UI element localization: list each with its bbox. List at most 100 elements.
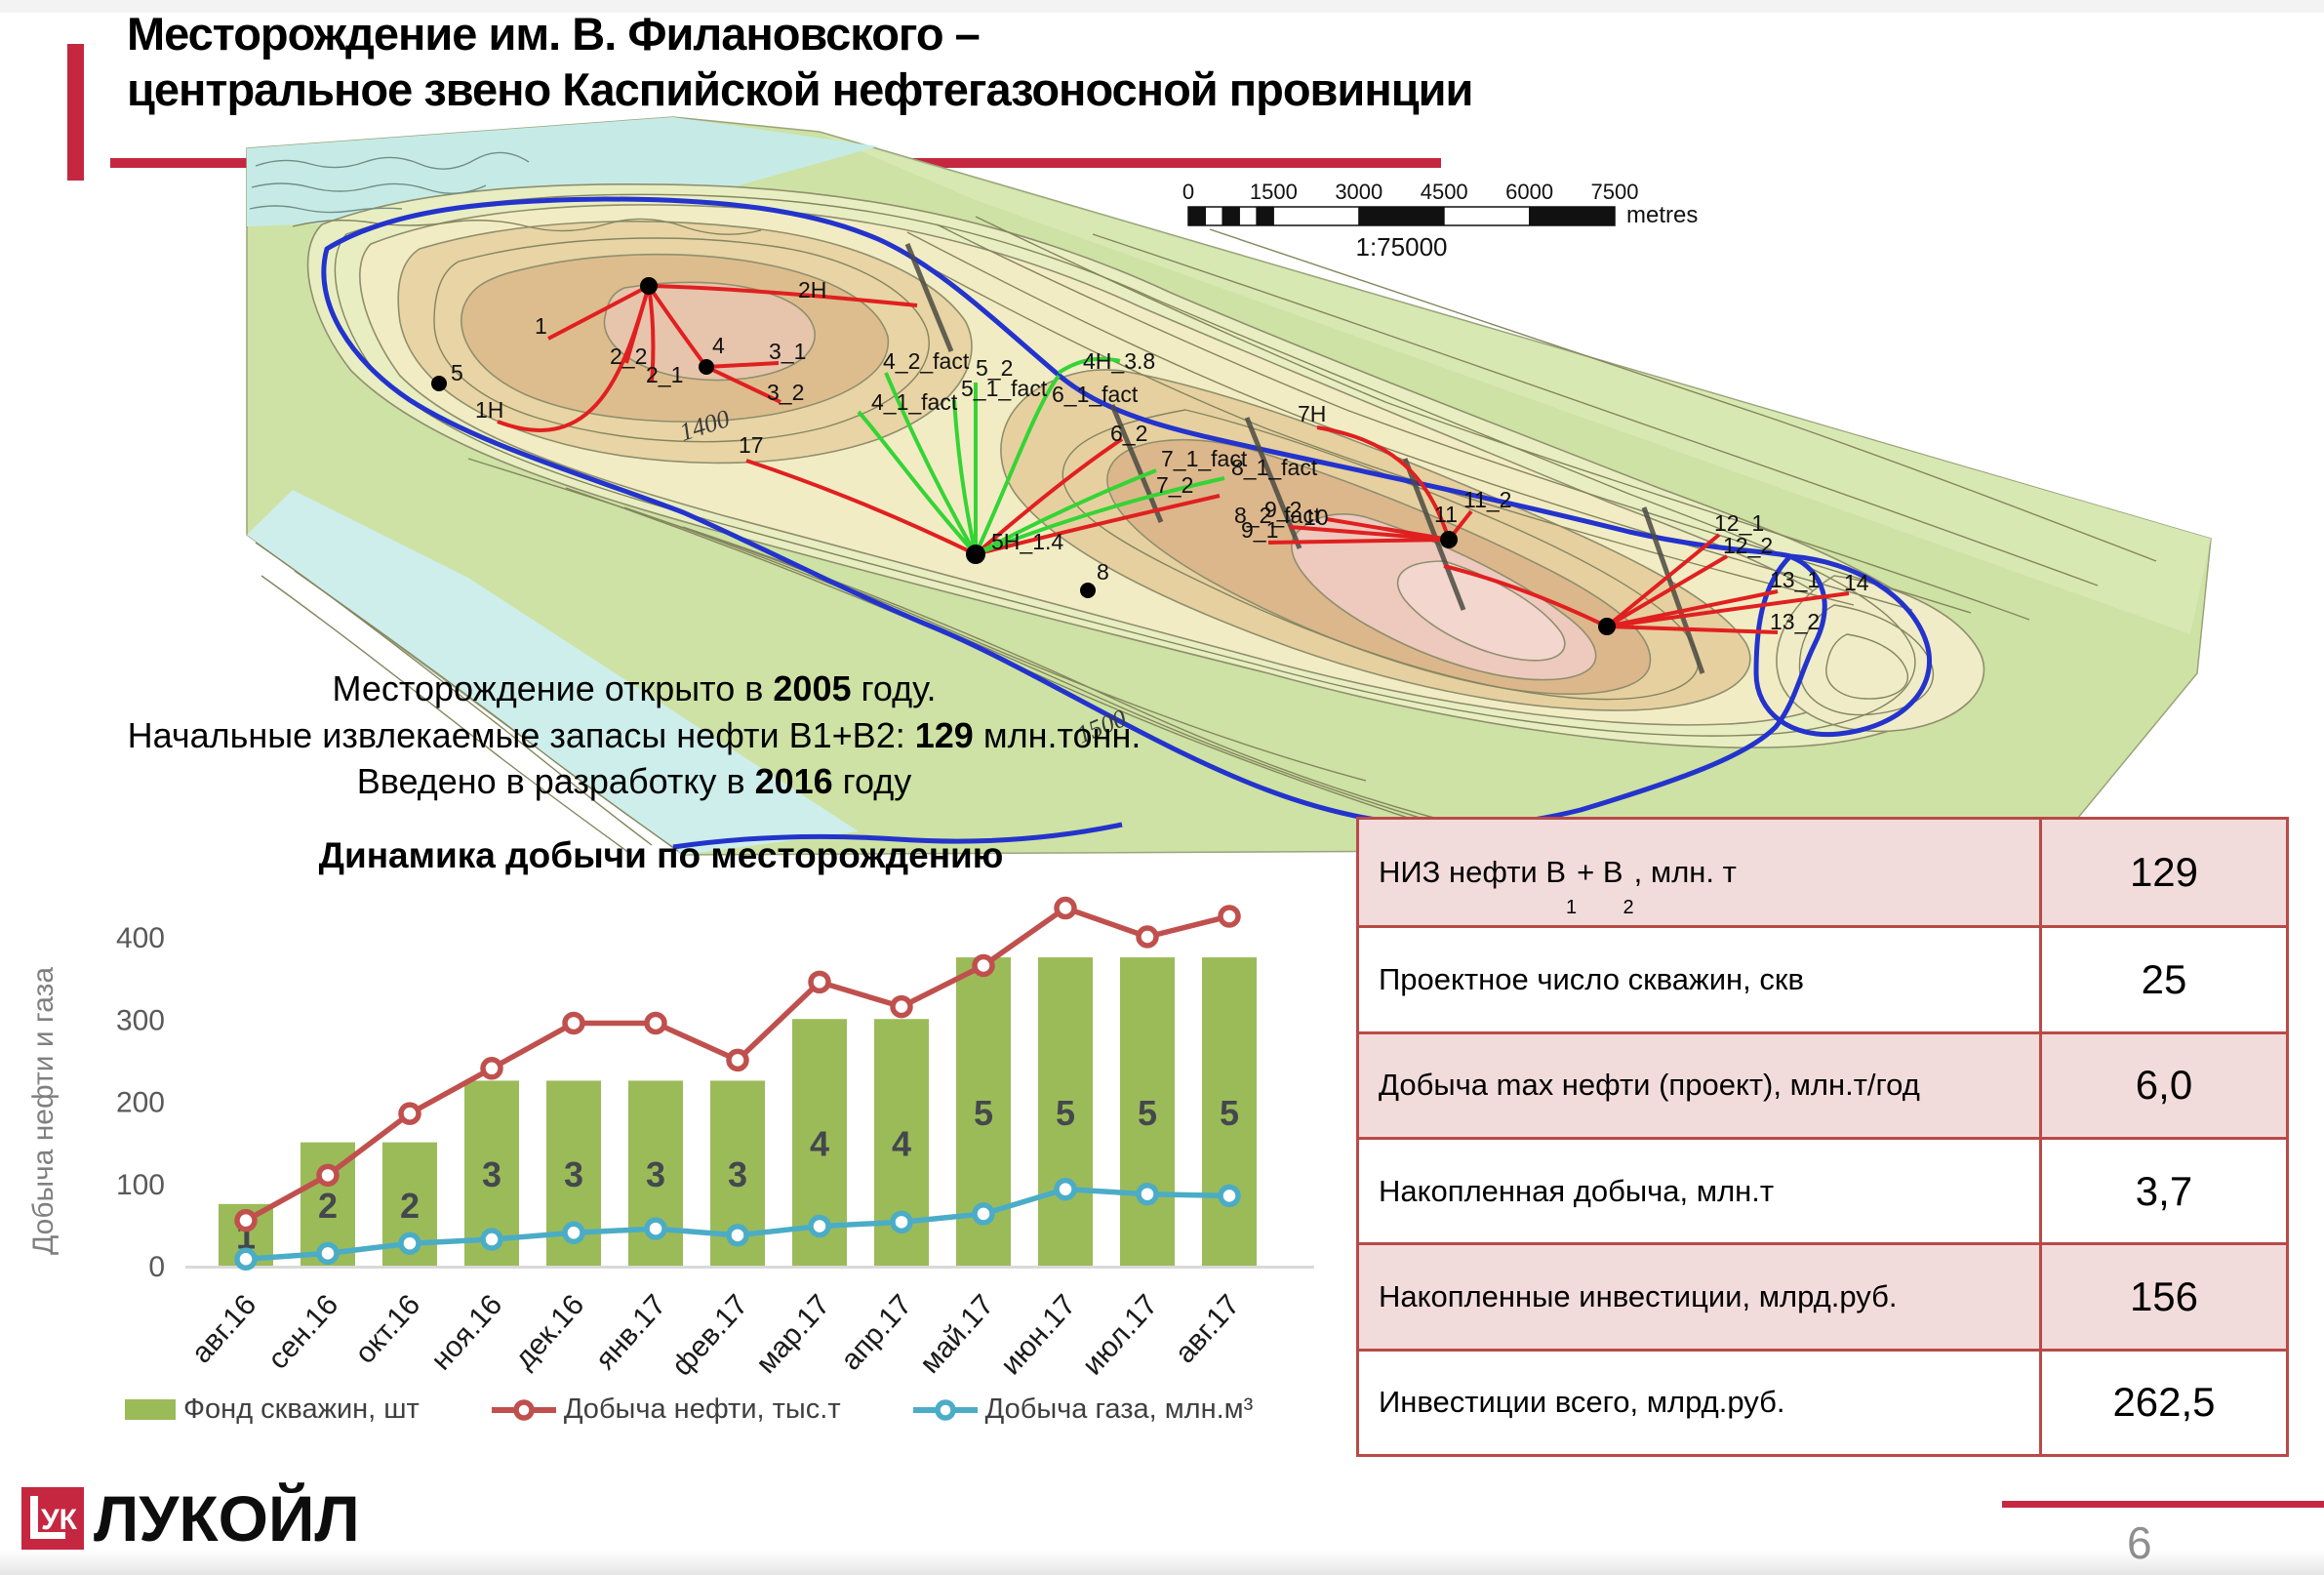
- x-tick-label: авг.16: [185, 1289, 262, 1370]
- chart-legend: Фонд скважин, шт Добыча нефти, тыс.т Добыч…: [125, 1393, 1253, 1426]
- data-point-marker: [1218, 1184, 1241, 1208]
- well-label: 12_1: [1714, 510, 1764, 536]
- data-point-marker: [234, 1247, 258, 1272]
- x-tick-label: янв.17: [589, 1289, 672, 1376]
- well-label: 1: [535, 313, 547, 339]
- well-label: 11_2: [1463, 487, 1511, 512]
- scalebar-ratio: 1:75000: [1356, 232, 1448, 262]
- bar-value-label: 5: [1138, 1093, 1157, 1133]
- oil-water-contact-line: [321, 196, 1932, 850]
- well-label: 8_1_fact: [1231, 455, 1318, 480]
- map-labels-layer: 1 1H 2H 2_22_1 3_1 3_2 4 5 4_2_fact 4_1_fact 5_25_…: [431, 180, 1869, 749]
- row-label: Накопленная добыча, млн.т: [1359, 1140, 2042, 1243]
- footer-rule: [2002, 1501, 2324, 1508]
- bar-value-label: 3: [482, 1154, 501, 1194]
- x-tick-label: апр.17: [835, 1289, 919, 1377]
- slide-title-line2: центральное звено Каспийской нефтегазоно…: [127, 63, 1473, 116]
- y-tick-label: 100: [116, 1169, 165, 1201]
- x-tick-label: май.17: [914, 1289, 1001, 1380]
- data-point-marker: [726, 1224, 749, 1247]
- platform-dot: [431, 376, 447, 391]
- platform-dot: [1598, 618, 1616, 635]
- field-info-line2: Начальные извлекаемые запасы нефти В1+В2…: [5, 712, 1263, 759]
- chart-area: 0 100 200 300 400 1 2 2 3 3 3 3 4 4 5 5 5 5 авг.16 сен.16 ок…: [93, 878, 1332, 1439]
- scalebar-tick-label: 7500: [1591, 180, 1639, 204]
- data-point-marker: [1136, 1182, 1159, 1206]
- scalebar-tick-label: 4500: [1421, 180, 1468, 204]
- field-info-line3: Введено в разработку в 2016 году: [5, 758, 1263, 805]
- data-point-marker: [1054, 1177, 1077, 1201]
- x-tick-label: дек.16: [508, 1289, 590, 1375]
- table-row: Накопленная добыча, млн.т 3,7: [1359, 1137, 2286, 1243]
- row-value: 262,5: [2112, 1379, 2216, 1426]
- row-label: Накопленные инвестиции, млрд.руб.: [1359, 1245, 2042, 1349]
- well-label: 12_2: [1723, 533, 1773, 558]
- data-point-marker: [890, 994, 913, 1019]
- info-text: млн.тонн.: [973, 714, 1142, 755]
- info-text: году: [832, 761, 912, 802]
- row-label: Инвестиции всего, млрд.руб.: [1359, 1351, 2042, 1454]
- well-label: 3_1: [769, 339, 806, 364]
- data-point-marker: [890, 1210, 913, 1234]
- row-value: 25: [2141, 955, 2187, 1002]
- footer-shade: [0, 1550, 2324, 1575]
- scalebar-units: metres: [1626, 202, 1698, 228]
- y-tick-label: 400: [116, 922, 165, 954]
- legend-line-swatch: [912, 1398, 978, 1421]
- well-label: 5_1_fact: [961, 376, 1048, 401]
- info-bold: 2016: [754, 761, 833, 802]
- logo-mark-letters: УК: [41, 1504, 78, 1536]
- chart-y-axis-label: Добыча нефти и газа: [27, 966, 60, 1255]
- legend-line-swatch: [491, 1398, 556, 1421]
- x-tick-label: июн.17: [994, 1289, 1082, 1382]
- scalebar-tick-label: 0: [1182, 180, 1194, 204]
- data-point-marker: [726, 1048, 749, 1072]
- scalebar-segment: [1256, 206, 1274, 226]
- slide-title: Месторождение им. В. Филановского – цент…: [127, 6, 1473, 118]
- well-label: 4_1_fact: [871, 389, 958, 415]
- scalebar-segment: [1222, 206, 1240, 226]
- row-value: 3,7: [2135, 1167, 2193, 1214]
- bar-value-label: 3: [564, 1154, 583, 1194]
- x-tick-label: июл.17: [1076, 1289, 1164, 1382]
- well-label: 7H: [1298, 401, 1326, 426]
- bar-value-label: 4: [810, 1124, 829, 1164]
- data-point-marker: [316, 1241, 340, 1266]
- row-value: 6,0: [2135, 1062, 2193, 1109]
- row-label: Добыча max нефти (проект), млн.т/год: [1359, 1033, 2042, 1137]
- table-row: Добыча max нефти (проект), млн.т/год 6,0: [1359, 1030, 2286, 1137]
- scalebar-segment: [1238, 206, 1258, 226]
- chart-title: Динамика добычи по месторождению: [318, 835, 1004, 875]
- scalebar-tick-label: 6000: [1505, 180, 1553, 204]
- well-label: 8: [1097, 559, 1109, 585]
- data-point-marker: [562, 1011, 585, 1035]
- bar-value-label: 5: [1220, 1093, 1239, 1133]
- platform-dot: [640, 277, 658, 295]
- info-text: Начальные извлекаемые запасы нефти В1+В2…: [127, 714, 915, 755]
- well-label: 3_2: [767, 380, 804, 405]
- data-point-marker: [972, 953, 995, 978]
- platform-dot: [1440, 531, 1458, 548]
- data-point-marker: [1054, 896, 1077, 920]
- info-text: году.: [851, 668, 937, 708]
- data-point-marker: [644, 1217, 667, 1240]
- field-color-bands: [306, 182, 1985, 748]
- data-point-marker: [234, 1208, 258, 1232]
- data-point-marker: [644, 1011, 667, 1035]
- well-label: 13_2: [1770, 609, 1820, 634]
- well-label: 13_1: [1770, 567, 1820, 592]
- scalebar-segment: [1272, 206, 1360, 226]
- data-point-marker: [1218, 905, 1241, 928]
- platform-dot: [699, 359, 714, 375]
- well-label: 6_1_fact: [1052, 382, 1139, 407]
- info-text: Месторождение открыто в: [332, 668, 774, 708]
- table-row: Накопленные инвестиции, млрд.руб. 156: [1359, 1242, 2286, 1349]
- legend-marker: [513, 1398, 535, 1421]
- bar-value-label: 4: [892, 1124, 911, 1164]
- legend-marker: [934, 1398, 956, 1421]
- bar-value-label: 2: [400, 1186, 420, 1226]
- scalebar-segment: [1187, 206, 1206, 226]
